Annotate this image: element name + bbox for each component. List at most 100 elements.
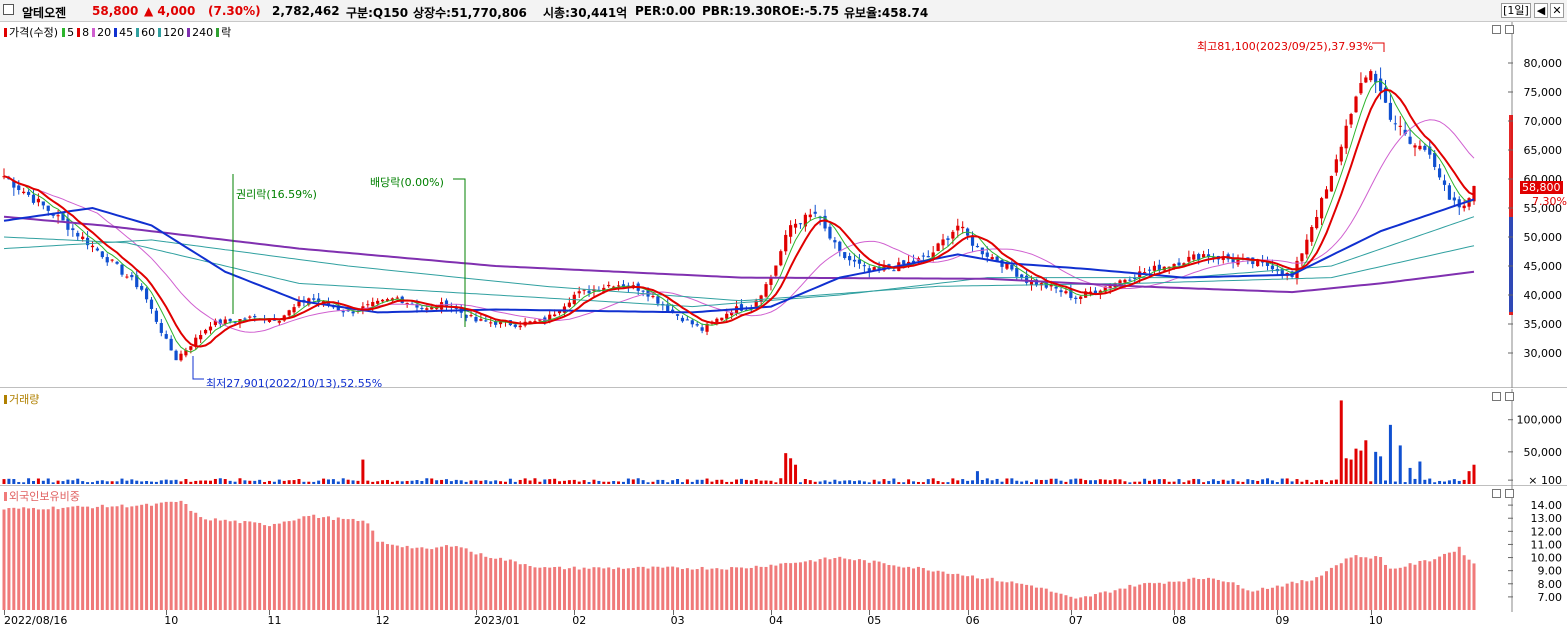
volume-bar bbox=[484, 480, 488, 484]
ma60-line bbox=[3, 216, 1475, 308]
volume-bar bbox=[631, 479, 635, 484]
foreign-bar bbox=[120, 504, 124, 610]
x-axis-label: 02 bbox=[572, 614, 587, 627]
foreign-bar bbox=[857, 559, 861, 610]
price-candle bbox=[312, 298, 316, 300]
foreign-bar bbox=[695, 569, 699, 610]
volume-bar bbox=[366, 480, 370, 484]
foreign-bar bbox=[12, 507, 16, 610]
volume-bar bbox=[739, 478, 743, 484]
volume-bar bbox=[1064, 481, 1068, 484]
price-candle bbox=[1334, 159, 1338, 173]
volume-bar bbox=[641, 480, 645, 484]
foreign-bar bbox=[749, 567, 753, 610]
price-candle bbox=[725, 313, 729, 319]
last-pct-badge: 7.30% bbox=[1532, 195, 1567, 208]
foreign-bar bbox=[553, 566, 557, 610]
price-y-tick-label: 45,000 bbox=[1524, 260, 1563, 273]
volume-bar bbox=[267, 480, 271, 484]
foreign-bar bbox=[341, 518, 345, 610]
foreign-close-icon[interactable] bbox=[1505, 489, 1514, 498]
ma-legend-item[interactable]: 45 bbox=[114, 26, 133, 39]
price-candle bbox=[125, 276, 129, 278]
price-candle bbox=[828, 226, 832, 239]
ma-legend-item[interactable]: 120 bbox=[158, 26, 184, 39]
foreign-bar bbox=[1354, 555, 1358, 610]
volume-bar bbox=[410, 480, 414, 484]
volume-bar bbox=[253, 480, 257, 484]
foreign-bar bbox=[1069, 596, 1073, 610]
price-candle bbox=[1270, 265, 1275, 270]
price-candle bbox=[764, 284, 768, 297]
volume-bar bbox=[1039, 479, 1043, 484]
foreign-bar bbox=[1079, 597, 1083, 610]
prev-icon[interactable]: ◀ bbox=[1534, 3, 1548, 18]
x-axis-label: 06 bbox=[965, 614, 980, 627]
foreign-bar bbox=[46, 509, 50, 610]
foreign-bar bbox=[479, 553, 483, 610]
price-candle bbox=[1103, 286, 1107, 292]
volume-bar bbox=[1433, 482, 1437, 484]
pane-close-icon[interactable] bbox=[1505, 25, 1514, 34]
price-y-tick-label: 65,000 bbox=[1524, 144, 1563, 157]
volume-bar bbox=[1187, 480, 1191, 484]
price-candle bbox=[533, 321, 537, 323]
price-chart-svg[interactable]: 80,00075,00070,00065,00060,00055,00050,0… bbox=[0, 22, 1567, 388]
price-candle bbox=[1428, 146, 1432, 155]
price-candle bbox=[1383, 87, 1388, 103]
dividend-arrow bbox=[453, 178, 466, 327]
volume-chart-svg[interactable]: 100,000 50,000 × 100 bbox=[0, 389, 1567, 486]
ma-legend-item[interactable]: 락 bbox=[216, 26, 231, 39]
foreign-bar bbox=[1423, 560, 1427, 610]
foreign-bar bbox=[853, 560, 857, 610]
foreign-bar bbox=[646, 568, 650, 610]
ma-legend-item[interactable]: 8 bbox=[77, 26, 89, 39]
volume-bar bbox=[1138, 481, 1142, 484]
ma-legend-item[interactable]: 60 bbox=[136, 26, 155, 39]
ma-legend-item[interactable]: 5 bbox=[62, 26, 74, 39]
foreign-bar bbox=[990, 577, 994, 610]
volume-bar bbox=[1236, 481, 1240, 484]
ma-legend-item[interactable]: 240 bbox=[187, 26, 213, 39]
close-icon[interactable]: ✕ bbox=[1550, 3, 1564, 18]
volume-bar bbox=[81, 481, 85, 484]
pane-minimize-icon[interactable] bbox=[1492, 25, 1501, 34]
volume-bar bbox=[1320, 479, 1324, 484]
volume-bar bbox=[1010, 478, 1014, 484]
foreign-bar bbox=[617, 567, 621, 610]
period-button[interactable]: [1일] bbox=[1501, 3, 1531, 18]
volume-bar bbox=[1182, 482, 1186, 484]
volume-bar bbox=[272, 481, 276, 484]
stock-select-checkbox[interactable] bbox=[3, 4, 14, 15]
volume-bar bbox=[646, 482, 650, 484]
volume-minimize-icon[interactable] bbox=[1492, 392, 1501, 401]
foreign-bar bbox=[912, 568, 916, 610]
x-axis-label: 2023/01 bbox=[473, 614, 520, 627]
foreign-bar bbox=[366, 523, 370, 610]
volume-bar bbox=[1285, 478, 1289, 484]
foreign-bar bbox=[1285, 583, 1289, 610]
price-candle bbox=[690, 320, 694, 325]
foreign-bar bbox=[941, 571, 945, 610]
ma-legend-item[interactable]: 20 bbox=[92, 26, 111, 39]
price-legend-swatch bbox=[4, 28, 7, 37]
foreign-bar bbox=[1108, 592, 1112, 610]
volume-bar bbox=[159, 480, 163, 484]
price-candle bbox=[61, 212, 65, 221]
volume-bar bbox=[523, 478, 527, 484]
foreign-minimize-icon[interactable] bbox=[1492, 489, 1501, 498]
volume-close-icon[interactable] bbox=[1505, 392, 1514, 401]
volume-bar bbox=[1270, 480, 1274, 484]
volume-bar bbox=[1000, 481, 1004, 484]
foreign-bar bbox=[1467, 559, 1471, 610]
volume-bar bbox=[1315, 480, 1319, 484]
volume-bar bbox=[921, 482, 925, 484]
volume-bar bbox=[297, 479, 301, 484]
price-candle bbox=[700, 327, 704, 331]
foreign-bar bbox=[1325, 571, 1329, 610]
price-candle bbox=[872, 267, 876, 271]
price-candle bbox=[317, 298, 321, 302]
foreign-bar bbox=[1447, 552, 1451, 610]
price-candle bbox=[498, 321, 503, 325]
